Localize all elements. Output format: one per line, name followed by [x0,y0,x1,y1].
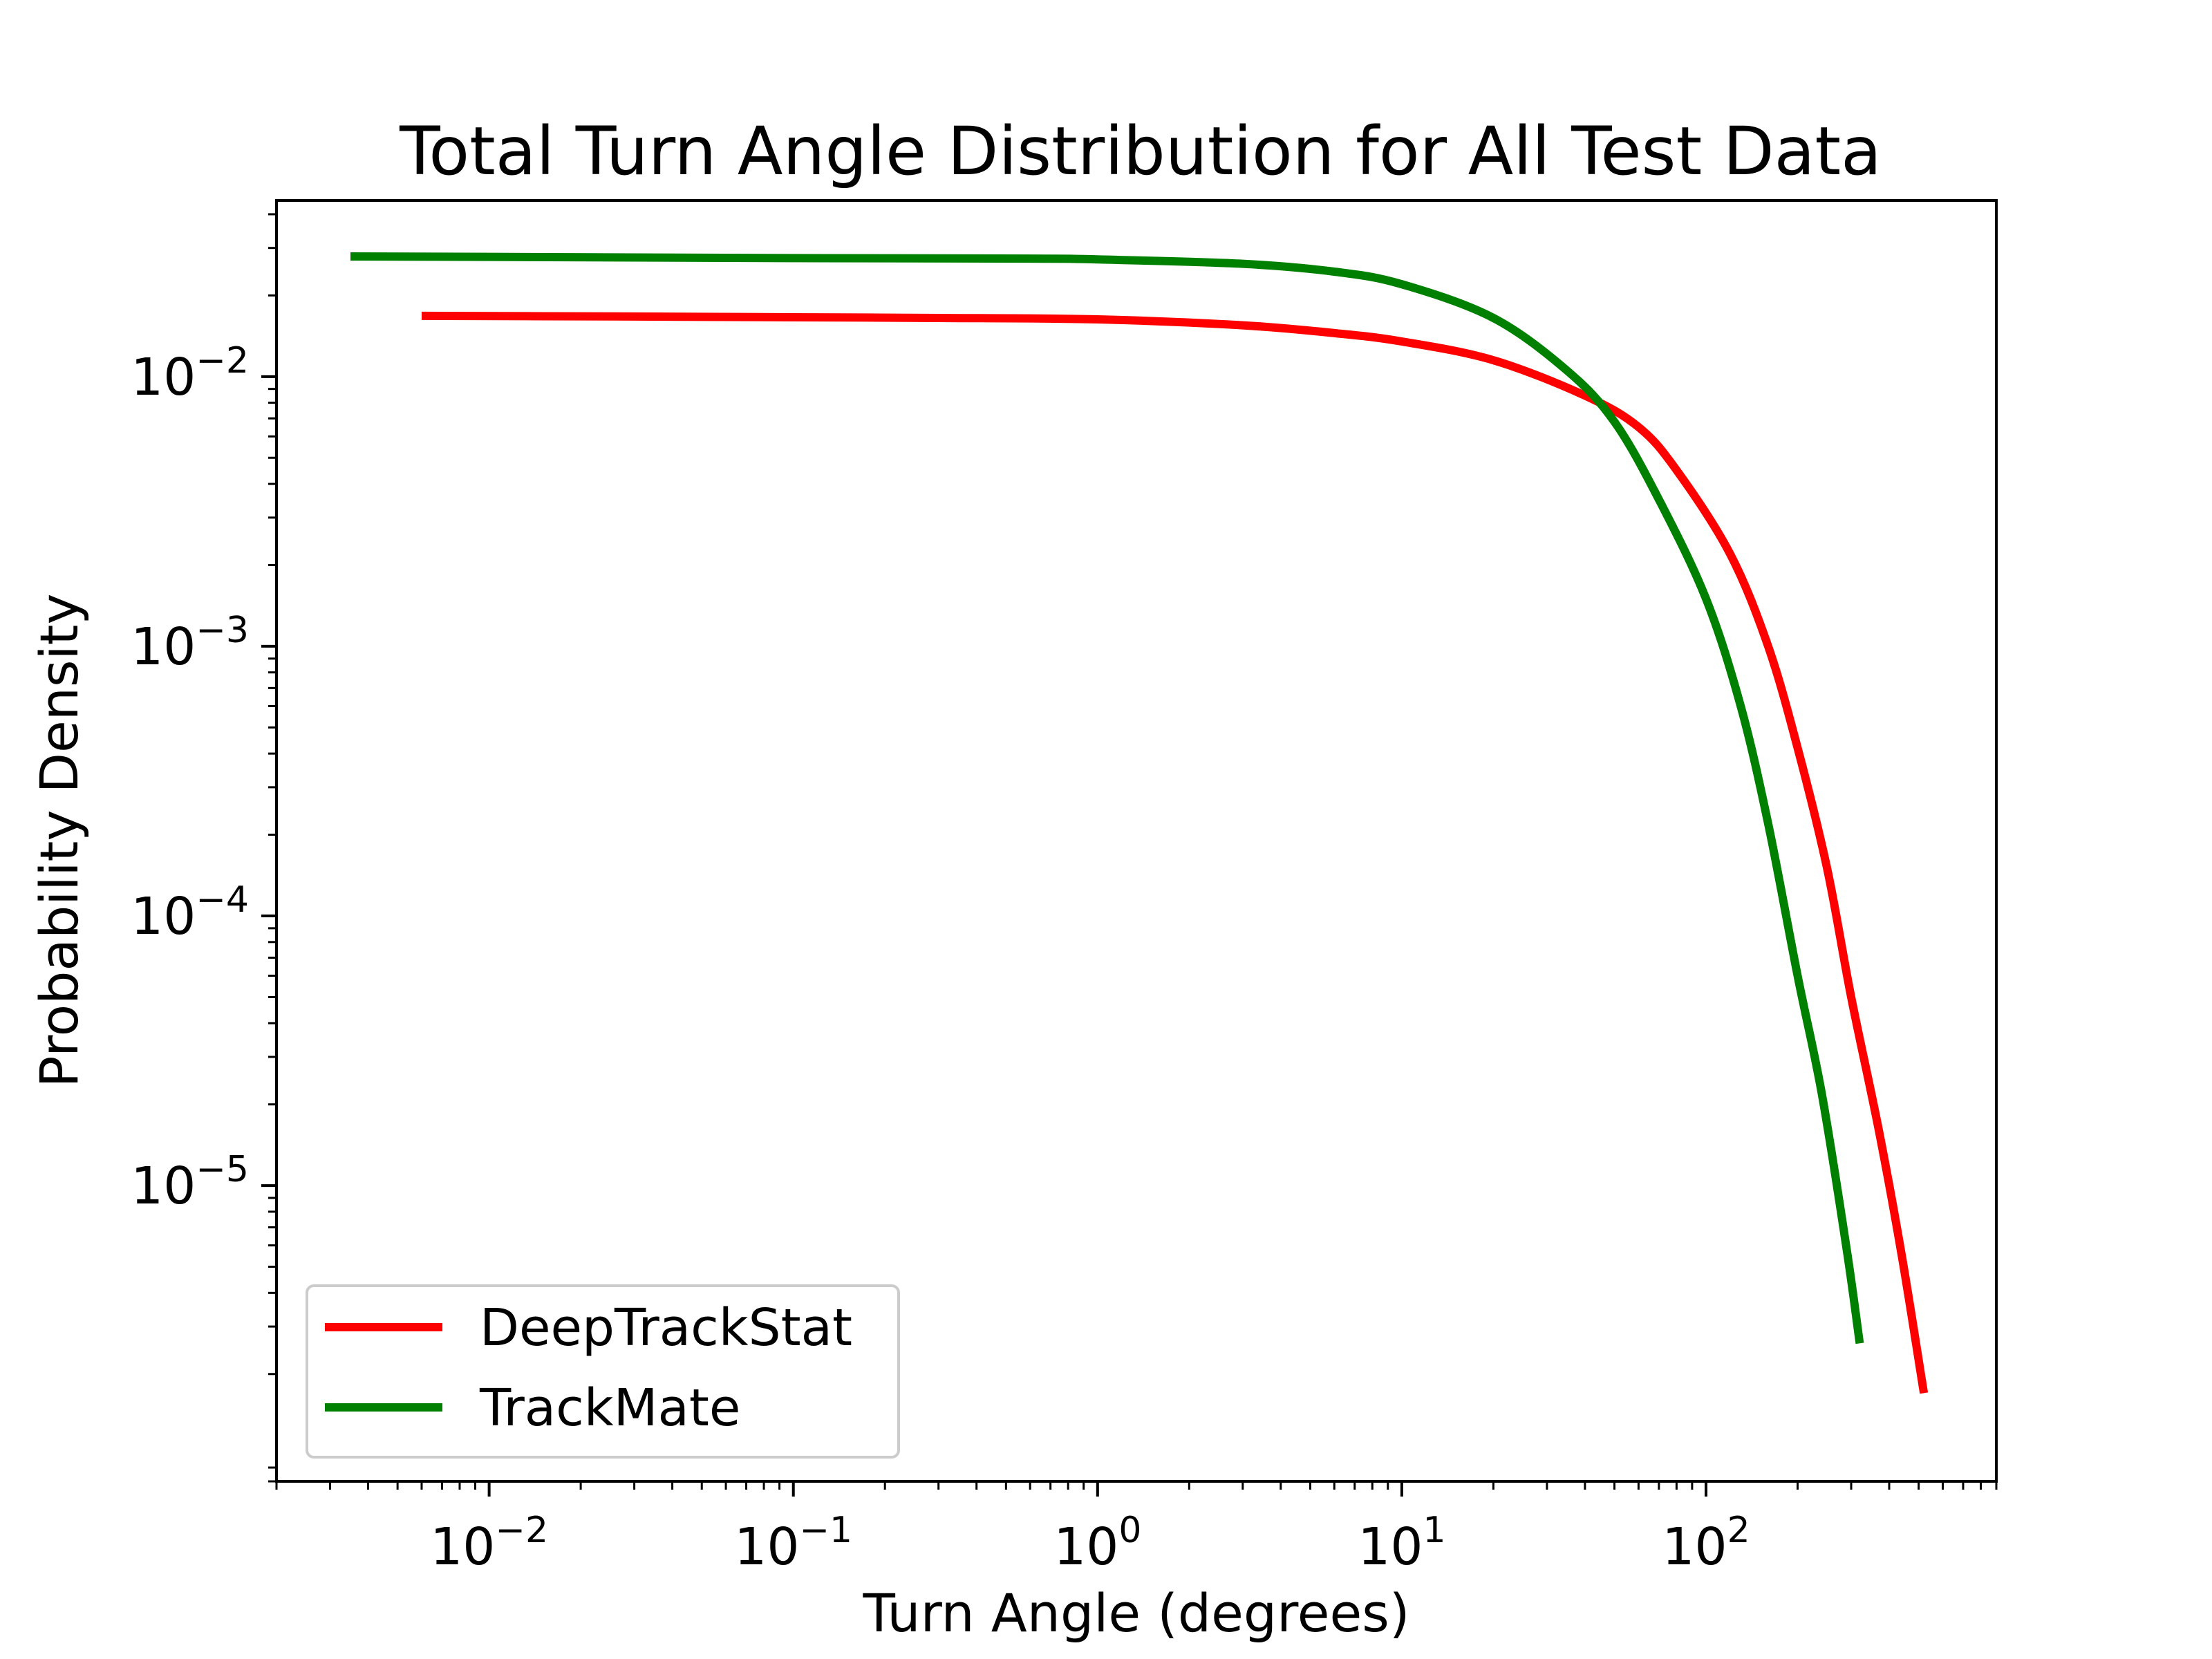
x-tick-label-base: 10 [734,1517,799,1577]
y-axis-label: Probability Density [28,594,90,1088]
x-tick-label-base: 10 [1662,1517,1727,1577]
x-tick-label-base: 10 [430,1517,495,1577]
x-axis: 10−2 10−1 100 101 102 [275,1481,1998,1577]
y-tick-label-base: 10 [131,617,196,677]
legend-label-trackmate: TrackMate [479,1378,740,1438]
y-axis: 10−210−310−410−5 [131,213,276,1483]
y-tick-label-base: 10 [131,348,196,407]
x-tick-label: 100 [1053,1510,1141,1577]
y-tick-label: 10−4 [131,879,249,946]
x-tick-label-exp: 1 [1423,1510,1445,1551]
x-tick-label-base: 10 [1053,1517,1118,1577]
legend-box [306,1284,900,1459]
y-tick-label: 10−5 [131,1149,249,1216]
y-tick-label-exp: −4 [196,879,249,921]
y-tick-label: 10−2 [131,340,249,407]
x-tick-label-exp: 0 [1118,1510,1141,1551]
plot-area [275,199,1998,1483]
x-tick-label: 10−1 [734,1510,852,1577]
y-tick-label-base: 10 [131,887,196,946]
chart-title: Total Turn Angle Distribution for All Te… [399,113,1882,190]
x-tick-label-exp: −1 [799,1510,852,1551]
legend-label-deeptrackstat: DeepTrackStat [480,1298,852,1358]
x-tick-label: 102 [1662,1510,1750,1577]
y-tick-label-exp: −5 [196,1149,249,1190]
series-line-trackmate [350,252,1864,1344]
x-tick-label-exp: −2 [495,1510,548,1551]
x-tick-label: 10−2 [430,1510,548,1577]
legend: DeepTrackStat TrackMate [306,1284,900,1459]
x-tick-label: 101 [1358,1510,1445,1577]
y-tick-label: 10−3 [131,610,249,677]
y-tick-label-exp: −2 [196,340,249,382]
x-tick-label-exp: 2 [1727,1510,1750,1551]
x-tick-label-base: 10 [1358,1517,1423,1577]
y-tick-label-base: 10 [131,1156,196,1216]
series-layer [350,252,1929,1394]
x-axis-label: Turn Angle (degrees) [863,1582,1410,1644]
y-tick-label-exp: −3 [196,610,249,651]
